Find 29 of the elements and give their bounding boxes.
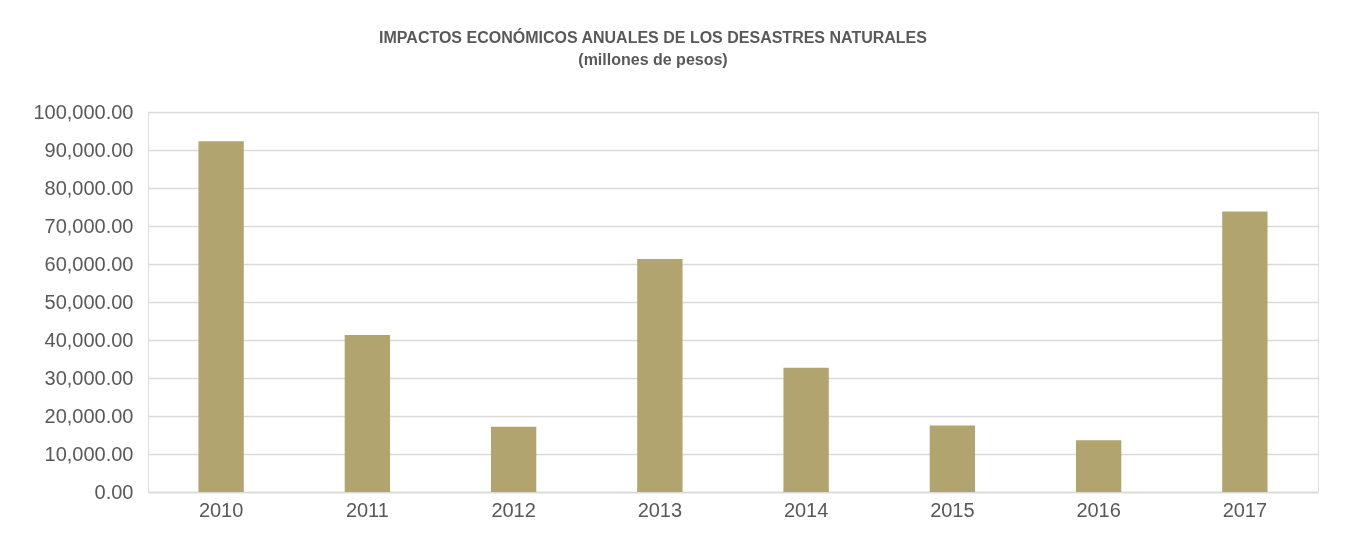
y-tick-label: 30,000.00	[44, 366, 134, 389]
x-tick-label: 2016	[1076, 498, 1121, 521]
y-tick-label: 100,000.00	[33, 100, 134, 123]
bar	[198, 141, 244, 492]
bar	[344, 335, 391, 492]
bar	[637, 259, 683, 492]
bar	[490, 426, 537, 492]
chart-title: IMPACTOS ECONÓMICOS ANUALES DE LOS DESASTRES NATURALES	[379, 28, 928, 46]
y-tick-label: 40,000.00	[44, 328, 134, 351]
y-tick-label: 20,000.00	[44, 404, 134, 427]
x-tick-label: 2014	[783, 498, 829, 521]
y-tick-label: 80,000.00	[44, 176, 134, 199]
y-tick-label: 0.00	[94, 480, 134, 503]
bar	[783, 367, 829, 492]
x-tick-label: 2013	[637, 498, 683, 521]
bar	[1075, 440, 1122, 492]
x-tick-label: 2012	[491, 498, 536, 521]
x-tick-label: 2010	[198, 498, 244, 521]
x-tick-label: 2011	[345, 498, 389, 521]
chart-subtitle: (millones de pesos)	[578, 51, 728, 68]
x-tick-label: 2015	[930, 498, 975, 521]
y-tick-label: 10,000.00	[44, 442, 134, 465]
x-tick-label: 2017	[1222, 498, 1268, 521]
y-tick-label: 60,000.00	[44, 252, 134, 275]
bar	[1222, 211, 1268, 492]
bar	[929, 425, 976, 492]
y-tick-label: 70,000.00	[44, 214, 134, 237]
y-tick-label: 90,000.00	[44, 138, 134, 161]
y-tick-label: 50,000.00	[44, 290, 134, 313]
